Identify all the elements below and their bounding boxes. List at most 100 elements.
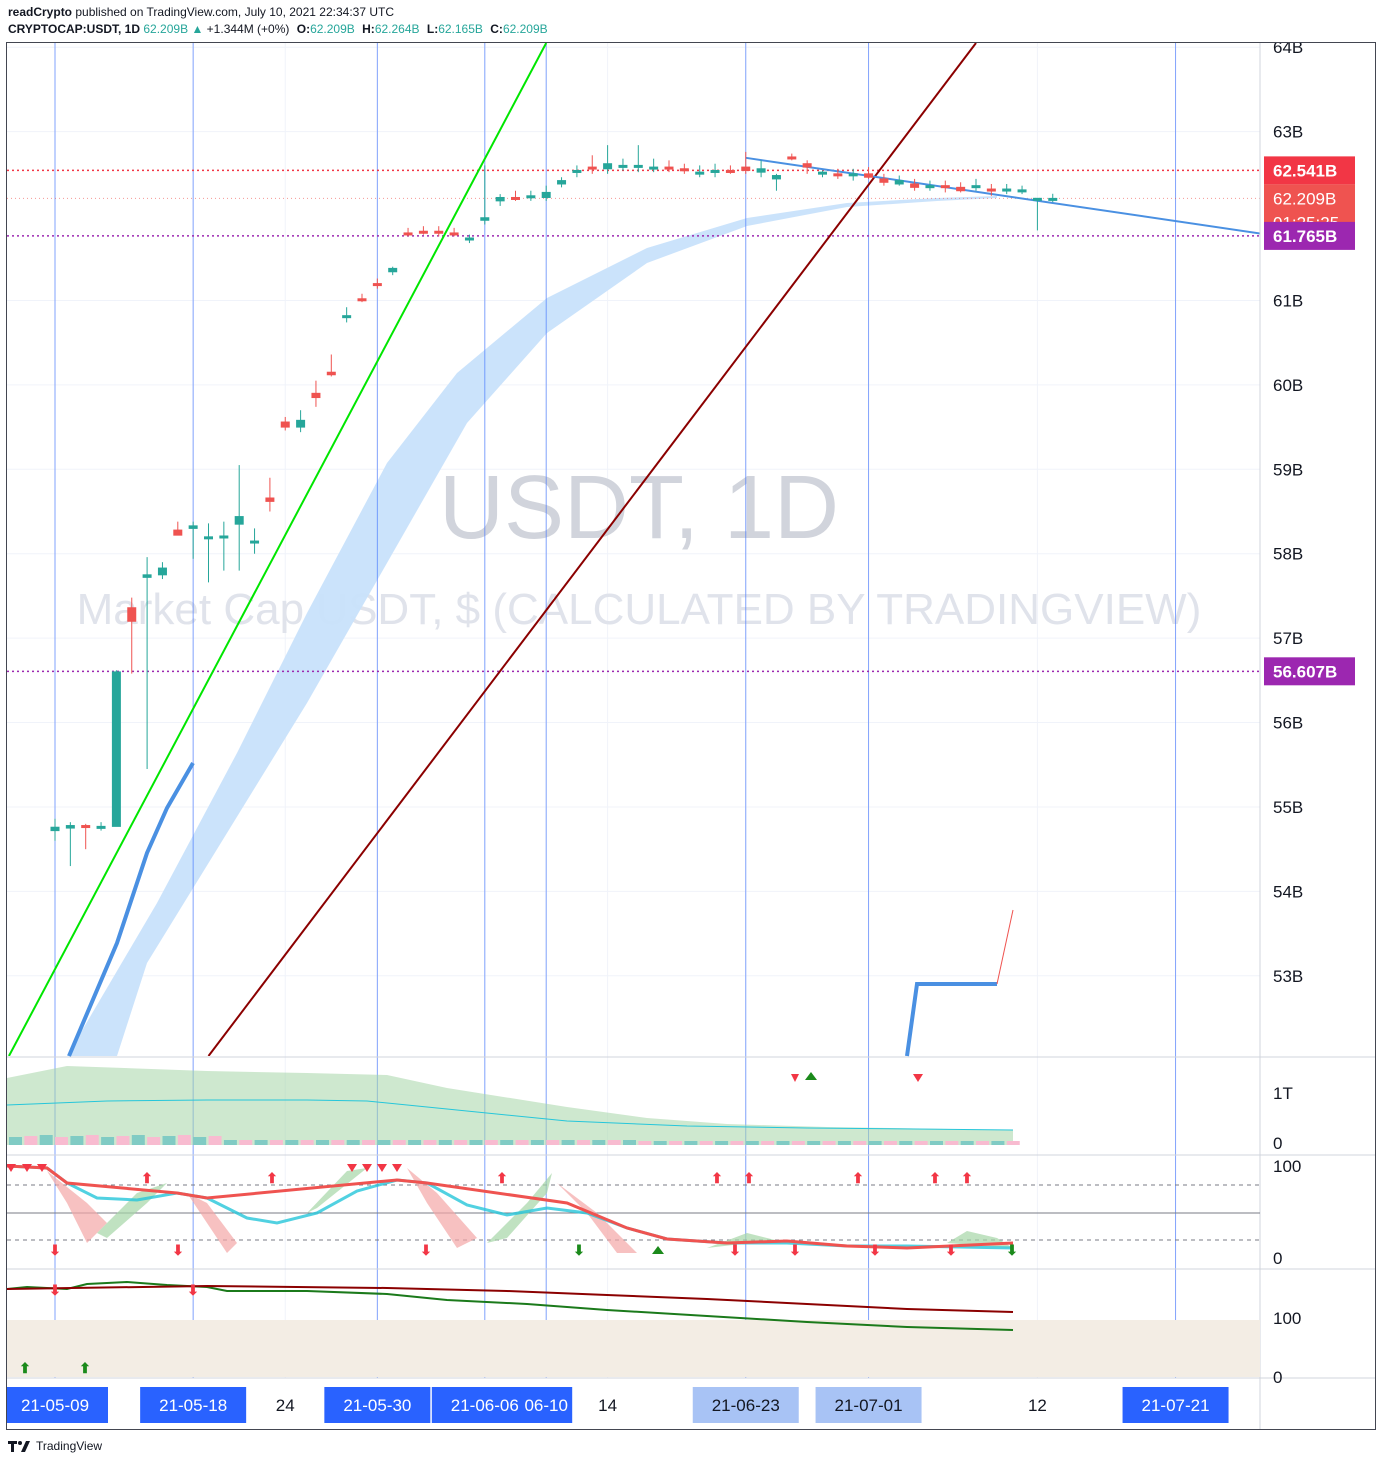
volume-bar (576, 1140, 590, 1145)
tradingview-logo-icon[interactable] (8, 1439, 32, 1453)
candle-body (342, 315, 352, 319)
candle-body (695, 171, 705, 175)
volume-bar (362, 1140, 376, 1145)
price-tick-label: 61B (1273, 291, 1303, 310)
candle-body (464, 237, 474, 241)
down-arrow-icon: ⬇ (789, 1242, 801, 1258)
date-tag (692, 1387, 799, 1423)
volume-bar (193, 1137, 207, 1145)
candle-body (173, 529, 183, 536)
candle-body (618, 164, 628, 168)
candle-body (848, 173, 858, 177)
volume-bar (561, 1140, 575, 1145)
oscillator-main-line (7, 1164, 1014, 1250)
down-arrow-icon: ⬇ (729, 1242, 741, 1258)
candle-body (296, 419, 306, 428)
candle-body (65, 825, 75, 829)
candle-body (940, 185, 950, 189)
volume-bar (85, 1135, 99, 1145)
date-tag-text: 21-06-06 (451, 1396, 519, 1415)
candle-body (1017, 189, 1027, 193)
candle-body (557, 180, 567, 185)
volume-bar (807, 1141, 821, 1145)
up-arrow-icon: ⬆ (852, 1170, 864, 1186)
volume-bar (408, 1140, 422, 1145)
volume-bar (822, 1141, 836, 1145)
date-tag-text: 21-05-18 (159, 1396, 227, 1415)
volume-bar (837, 1141, 851, 1145)
volume-bar (285, 1140, 299, 1145)
volume-bar (469, 1140, 483, 1145)
trend-line-green (8, 43, 548, 1056)
volume-bar (623, 1140, 636, 1145)
candle-body (188, 525, 198, 529)
volume-bar (699, 1141, 713, 1145)
candle-body (802, 163, 812, 168)
oscillator-pane-tick: 100 (1273, 1157, 1301, 1176)
volume-bar (208, 1136, 222, 1145)
candle-body (434, 230, 444, 234)
volume-bar (960, 1141, 974, 1145)
date-tag-text: 21-06-23 (712, 1396, 780, 1415)
indicator-step-line (67, 761, 195, 1057)
candle-body (357, 298, 367, 302)
candle-body (833, 173, 843, 177)
indicator-step-line (905, 982, 997, 1057)
volume-bar (976, 1141, 990, 1145)
down-arrow-icon: ⬇ (49, 1282, 61, 1298)
volume-bar (914, 1141, 928, 1145)
watermark-title: USDT, 1D (439, 458, 839, 558)
date-tick-label: 12 (1028, 1396, 1047, 1415)
publish-info: readCrypto published on TradingView.com,… (8, 5, 394, 19)
candle-body (894, 180, 904, 185)
price-tick-label: 54B (1273, 882, 1303, 901)
chart-frame[interactable]: USDT, 1D Market Cap USDT, $ (CALCULATED B… (6, 42, 1376, 1430)
volume-bar (239, 1140, 253, 1145)
candle-body (81, 825, 91, 829)
volume-bar (316, 1140, 329, 1145)
volume-cloud (7, 1066, 1013, 1145)
candle-body (664, 166, 674, 170)
candle-body (311, 392, 321, 399)
down-arrow-icon: ⬇ (187, 1282, 199, 1298)
up-arrow-icon: ⬆ (711, 1170, 723, 1186)
volume-bar (454, 1140, 468, 1145)
candle-body (111, 671, 121, 827)
date-tag-text: 21-07-21 (1142, 1396, 1210, 1415)
price-level-tag-text: 62.541B (1273, 161, 1337, 180)
trend-line-dark-red (207, 43, 977, 1056)
chart-canvas[interactable]: USDT, 1D Market Cap USDT, $ (CALCULATED B… (7, 43, 1375, 1429)
footer: TradingView (8, 1439, 102, 1453)
candle-body (495, 196, 505, 202)
candle-body (756, 168, 766, 173)
down-arrow-icon: ⬇ (49, 1242, 61, 1258)
volume-bar (546, 1140, 560, 1145)
volume-bar (1006, 1141, 1020, 1145)
candle-body (204, 536, 213, 540)
trend-fast-line (7, 1280, 1014, 1331)
price-level-tag-text: 61.765B (1273, 227, 1337, 246)
candle-body (280, 421, 290, 428)
candle-body (725, 169, 735, 173)
volume-bar (55, 1137, 69, 1145)
watermark-subtitle: Market Cap USDT, $ (CALCULATED BY TRADIN… (77, 585, 1202, 634)
author-name[interactable]: readCrypto (8, 5, 73, 19)
symbol-name[interactable]: CRYPTOCAP:USDT, 1D (8, 22, 141, 36)
volume-bar (500, 1140, 514, 1145)
down-arrow-icon: ⬇ (420, 1242, 432, 1258)
volume-bar (147, 1137, 161, 1145)
down-arrow-icon: ⬇ (869, 1242, 881, 1258)
volume-bar (423, 1140, 437, 1145)
up-arrow-icon: ⬆ (961, 1170, 973, 1186)
tradingview-brand[interactable]: TradingView (36, 1439, 103, 1453)
oscillator-pane-tick: 0 (1273, 1249, 1282, 1268)
change-arrow-icon: ▲ (191, 22, 204, 36)
candle-body (480, 217, 490, 221)
price-tick-label: 58B (1273, 545, 1303, 564)
low-value: 62.165B (438, 22, 483, 36)
volume-bar (9, 1137, 22, 1145)
trend-line-blue-resistance (745, 156, 1260, 235)
buy-signal-icon (652, 1246, 664, 1254)
volume-bar (730, 1141, 744, 1145)
sell-signal-icon (377, 1164, 387, 1172)
